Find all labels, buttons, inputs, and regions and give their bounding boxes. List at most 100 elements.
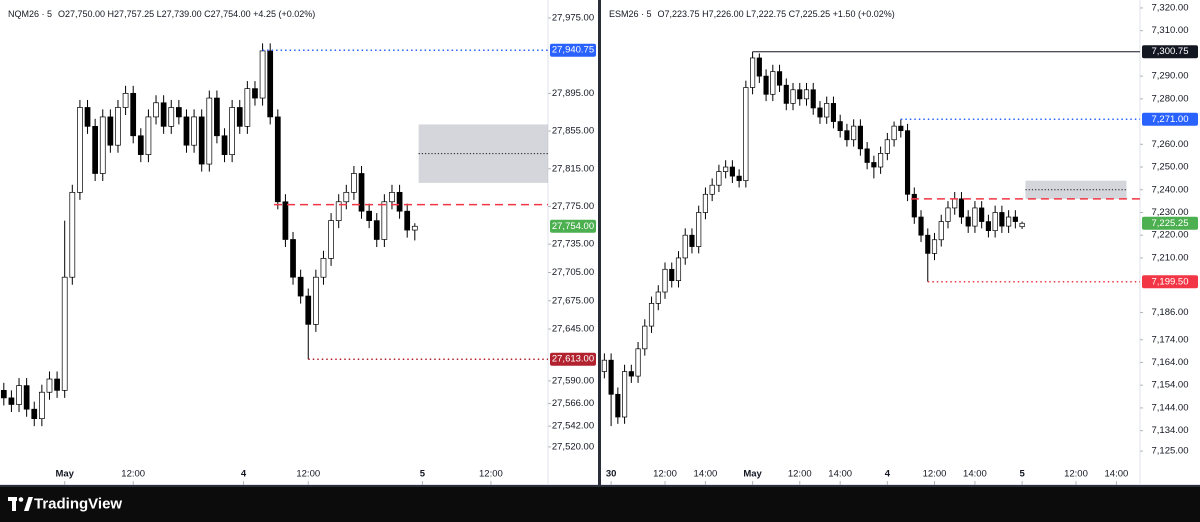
candle-body <box>153 102 159 118</box>
y-tick-label: 27,895.00 <box>552 88 594 99</box>
y-tick-label: 27,542.00 <box>552 421 594 432</box>
symbol-title: NQM26 · 5 <box>8 9 52 19</box>
candle-body <box>23 385 30 410</box>
price-label-bg <box>550 43 596 57</box>
candle-body <box>381 201 388 240</box>
candle-body <box>898 125 904 132</box>
y-tick-label: 27,645.00 <box>552 324 594 335</box>
candle-body <box>662 268 668 293</box>
candle-body <box>857 125 863 150</box>
ohlc-values: O27,750.00 H27,757.25 L27,739.00 C27,754… <box>58 9 315 19</box>
x-tick-label: 12:00 <box>479 469 503 480</box>
candle-body <box>911 193 917 218</box>
candle-body <box>723 166 729 172</box>
y-tick-label: 7,154.00 <box>1152 380 1189 391</box>
candle-body <box>601 359 607 372</box>
candle-body <box>696 212 702 247</box>
candle-body <box>622 371 628 418</box>
candle-body <box>797 89 803 100</box>
candle-body <box>628 371 634 377</box>
candle-body <box>411 225 418 231</box>
chart-legend: NQM26 · 5 O27,750.00 H27,757.25 L27,739.0… <box>8 9 315 19</box>
candle-body <box>729 166 735 177</box>
candle-body <box>229 107 236 155</box>
candle-body <box>358 173 365 212</box>
y-tick-label: 27,815.00 <box>552 163 594 174</box>
y-tick-label: 7,260.00 <box>1152 139 1189 150</box>
candle-body <box>328 220 334 259</box>
x-tick-label: May <box>55 469 74 480</box>
candle-body <box>191 116 197 146</box>
candle-body <box>274 116 281 203</box>
candle-body <box>137 135 144 155</box>
candle-body <box>918 216 924 236</box>
candle-body <box>69 191 76 278</box>
ohlc-values: O7,223.75 H7,226.00 L7,222.75 C7,225.25 … <box>658 9 895 19</box>
candle-body <box>252 88 258 99</box>
x-tick-label: 14:00 <box>963 469 987 480</box>
candle-body <box>267 50 274 118</box>
candle-body <box>716 171 722 186</box>
candle-body <box>945 207 951 222</box>
x-tick-label: 14:00 <box>1105 469 1129 480</box>
candle-body <box>992 212 998 232</box>
candle-body <box>824 103 830 118</box>
candle-body <box>891 125 897 141</box>
y-tick-label: 7,250.00 <box>1152 162 1189 173</box>
candle-body <box>31 408 38 419</box>
price-label-bg <box>1142 112 1198 126</box>
y-tick-label: 27,675.00 <box>552 295 594 306</box>
candle-body <box>864 148 870 163</box>
x-tick-label: 12:00 <box>1064 469 1088 480</box>
x-tick-label: 5 <box>1019 469 1025 480</box>
candle-body <box>198 116 205 165</box>
candle-body <box>107 116 114 146</box>
candle-body <box>206 97 213 165</box>
candle-body <box>130 92 137 137</box>
candle-body <box>16 385 22 405</box>
y-tick-label: 7,134.00 <box>1152 425 1189 436</box>
candle-body <box>389 191 395 203</box>
y-tick-label: 7,174.00 <box>1152 334 1189 345</box>
y-tick-label: 7,240.00 <box>1152 184 1189 195</box>
candle-body <box>702 193 709 213</box>
candle-body <box>366 210 373 221</box>
candle-body <box>985 221 991 232</box>
candle-body <box>1006 216 1012 227</box>
candle-body <box>938 221 944 241</box>
candle-body <box>145 116 152 155</box>
candle-body <box>183 116 190 146</box>
y-tick-label: 27,855.00 <box>552 126 594 137</box>
candle-body <box>61 276 68 391</box>
brand: TradingView <box>34 495 122 512</box>
candle-body <box>396 191 403 212</box>
candle-body <box>844 130 850 141</box>
candle-body <box>115 107 121 146</box>
logo-icon <box>8 497 33 511</box>
candle-body <box>790 89 796 104</box>
chart-panel: NQM26 · 5 O27,750.00 H27,757.25 L27,739.0… <box>0 0 598 485</box>
candle-body <box>669 268 675 282</box>
candle-body <box>77 107 83 193</box>
candle-body <box>259 50 266 99</box>
x-tick-label: 14:00 <box>828 469 852 480</box>
candle-body <box>830 103 837 122</box>
candle-body <box>320 257 327 278</box>
candle-body <box>878 153 884 168</box>
y-tick-label: 27,566.00 <box>552 398 594 409</box>
candle-body <box>709 184 715 195</box>
x-tick-label: 30 <box>606 469 617 480</box>
zone <box>1025 180 1127 199</box>
x-tick-label: 12:00 <box>296 469 320 480</box>
candle-body <box>0 389 7 399</box>
candle-body <box>884 139 890 154</box>
candle-body <box>931 239 938 254</box>
y-tick-label: 7,310.00 <box>1152 25 1189 36</box>
candle-body <box>373 220 380 240</box>
candle-body <box>803 89 810 100</box>
price-label: 27,613.00 <box>552 354 594 365</box>
y-tick-label: 7,290.00 <box>1152 71 1189 82</box>
y-tick-label: 7,186.00 <box>1152 307 1189 318</box>
candle-body <box>689 234 695 247</box>
candle-body <box>965 216 971 227</box>
